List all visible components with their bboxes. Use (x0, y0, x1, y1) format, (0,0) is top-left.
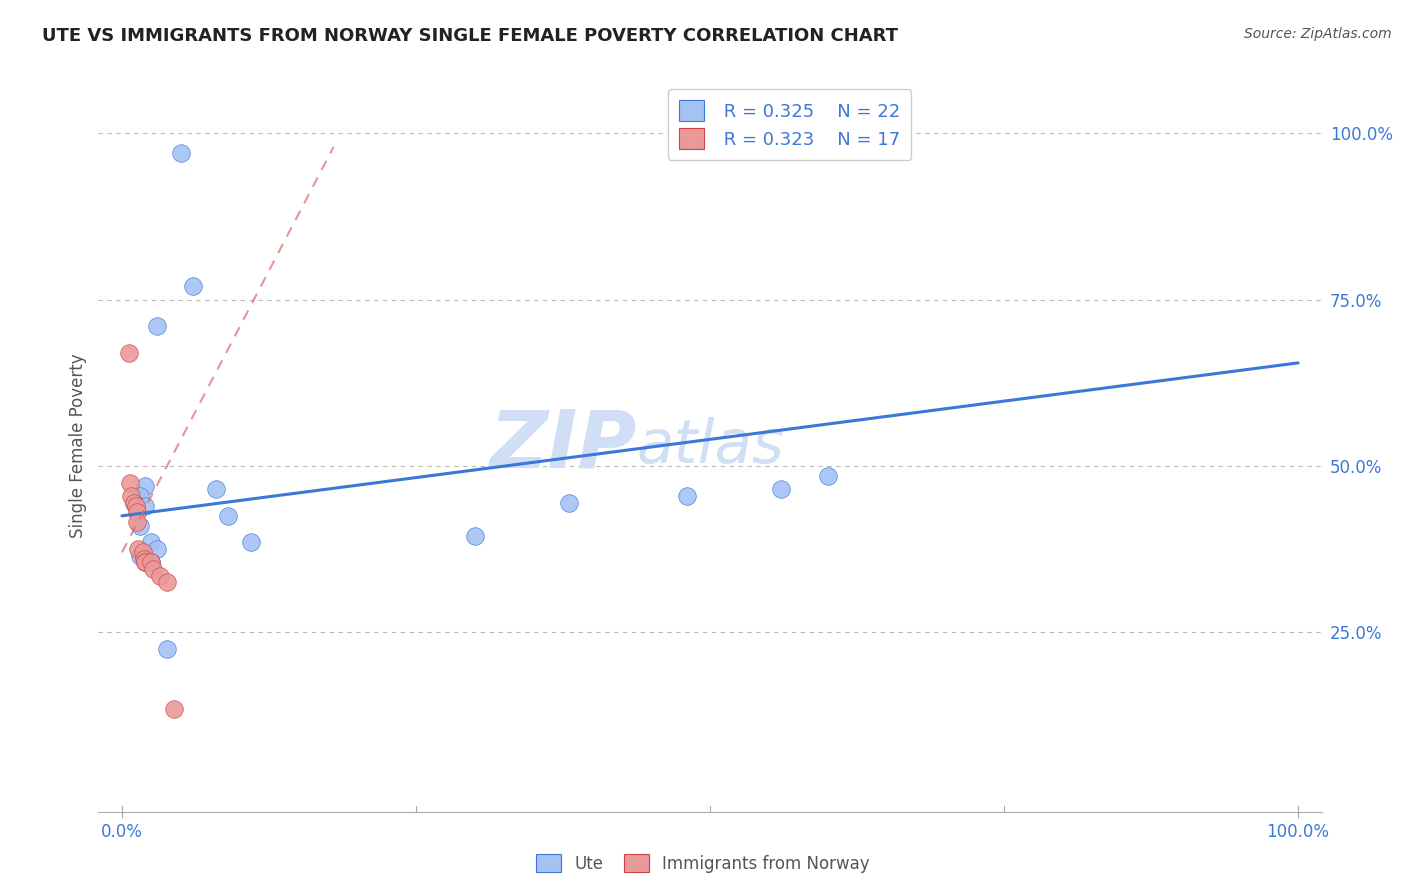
Legend: Ute, Immigrants from Norway: Ute, Immigrants from Norway (530, 847, 876, 880)
Point (675, 489, 697, 503)
Text: atlas: atlas (637, 417, 785, 475)
Point (141, 555, 163, 569)
Point (217, 508, 239, 523)
Point (240, 535, 263, 549)
Point (146, 542, 169, 557)
Point (141, 555, 163, 569)
Point (134, 479, 156, 493)
Point (141, 562, 163, 576)
Point (122, 495, 145, 509)
Point (128, 549, 150, 563)
Point (120, 489, 142, 503)
Point (127, 542, 149, 557)
Point (132, 545, 155, 559)
Text: ZIP: ZIP (489, 407, 637, 485)
Text: Source: ZipAtlas.com: Source: ZipAtlas.com (1244, 27, 1392, 41)
Legend:  R = 0.325    N = 22,  R = 0.323    N = 17: R = 0.325 N = 22, R = 0.323 N = 17 (668, 89, 911, 160)
Point (146, 319, 169, 334)
Point (156, 641, 179, 656)
Point (170, 146, 193, 161)
Point (464, 529, 486, 543)
Point (558, 495, 581, 509)
Point (134, 555, 156, 569)
Point (134, 555, 156, 569)
Point (163, 701, 186, 715)
Point (156, 575, 179, 590)
Point (205, 482, 228, 496)
Point (141, 535, 163, 549)
Point (127, 516, 149, 530)
Point (769, 482, 792, 496)
Point (181, 279, 204, 293)
Point (127, 506, 149, 520)
Point (134, 555, 156, 569)
Point (149, 568, 172, 582)
Y-axis label: Single Female Poverty: Single Female Poverty (69, 354, 87, 538)
Point (817, 469, 839, 483)
Point (120, 475, 142, 490)
Point (128, 518, 150, 533)
Point (134, 499, 156, 513)
Text: UTE VS IMMIGRANTS FROM NORWAY SINGLE FEMALE POVERTY CORRELATION CHART: UTE VS IMMIGRANTS FROM NORWAY SINGLE FEM… (42, 27, 898, 45)
Point (118, 346, 141, 360)
Point (125, 499, 148, 513)
Point (128, 489, 150, 503)
Point (134, 552, 156, 566)
Point (122, 495, 145, 509)
